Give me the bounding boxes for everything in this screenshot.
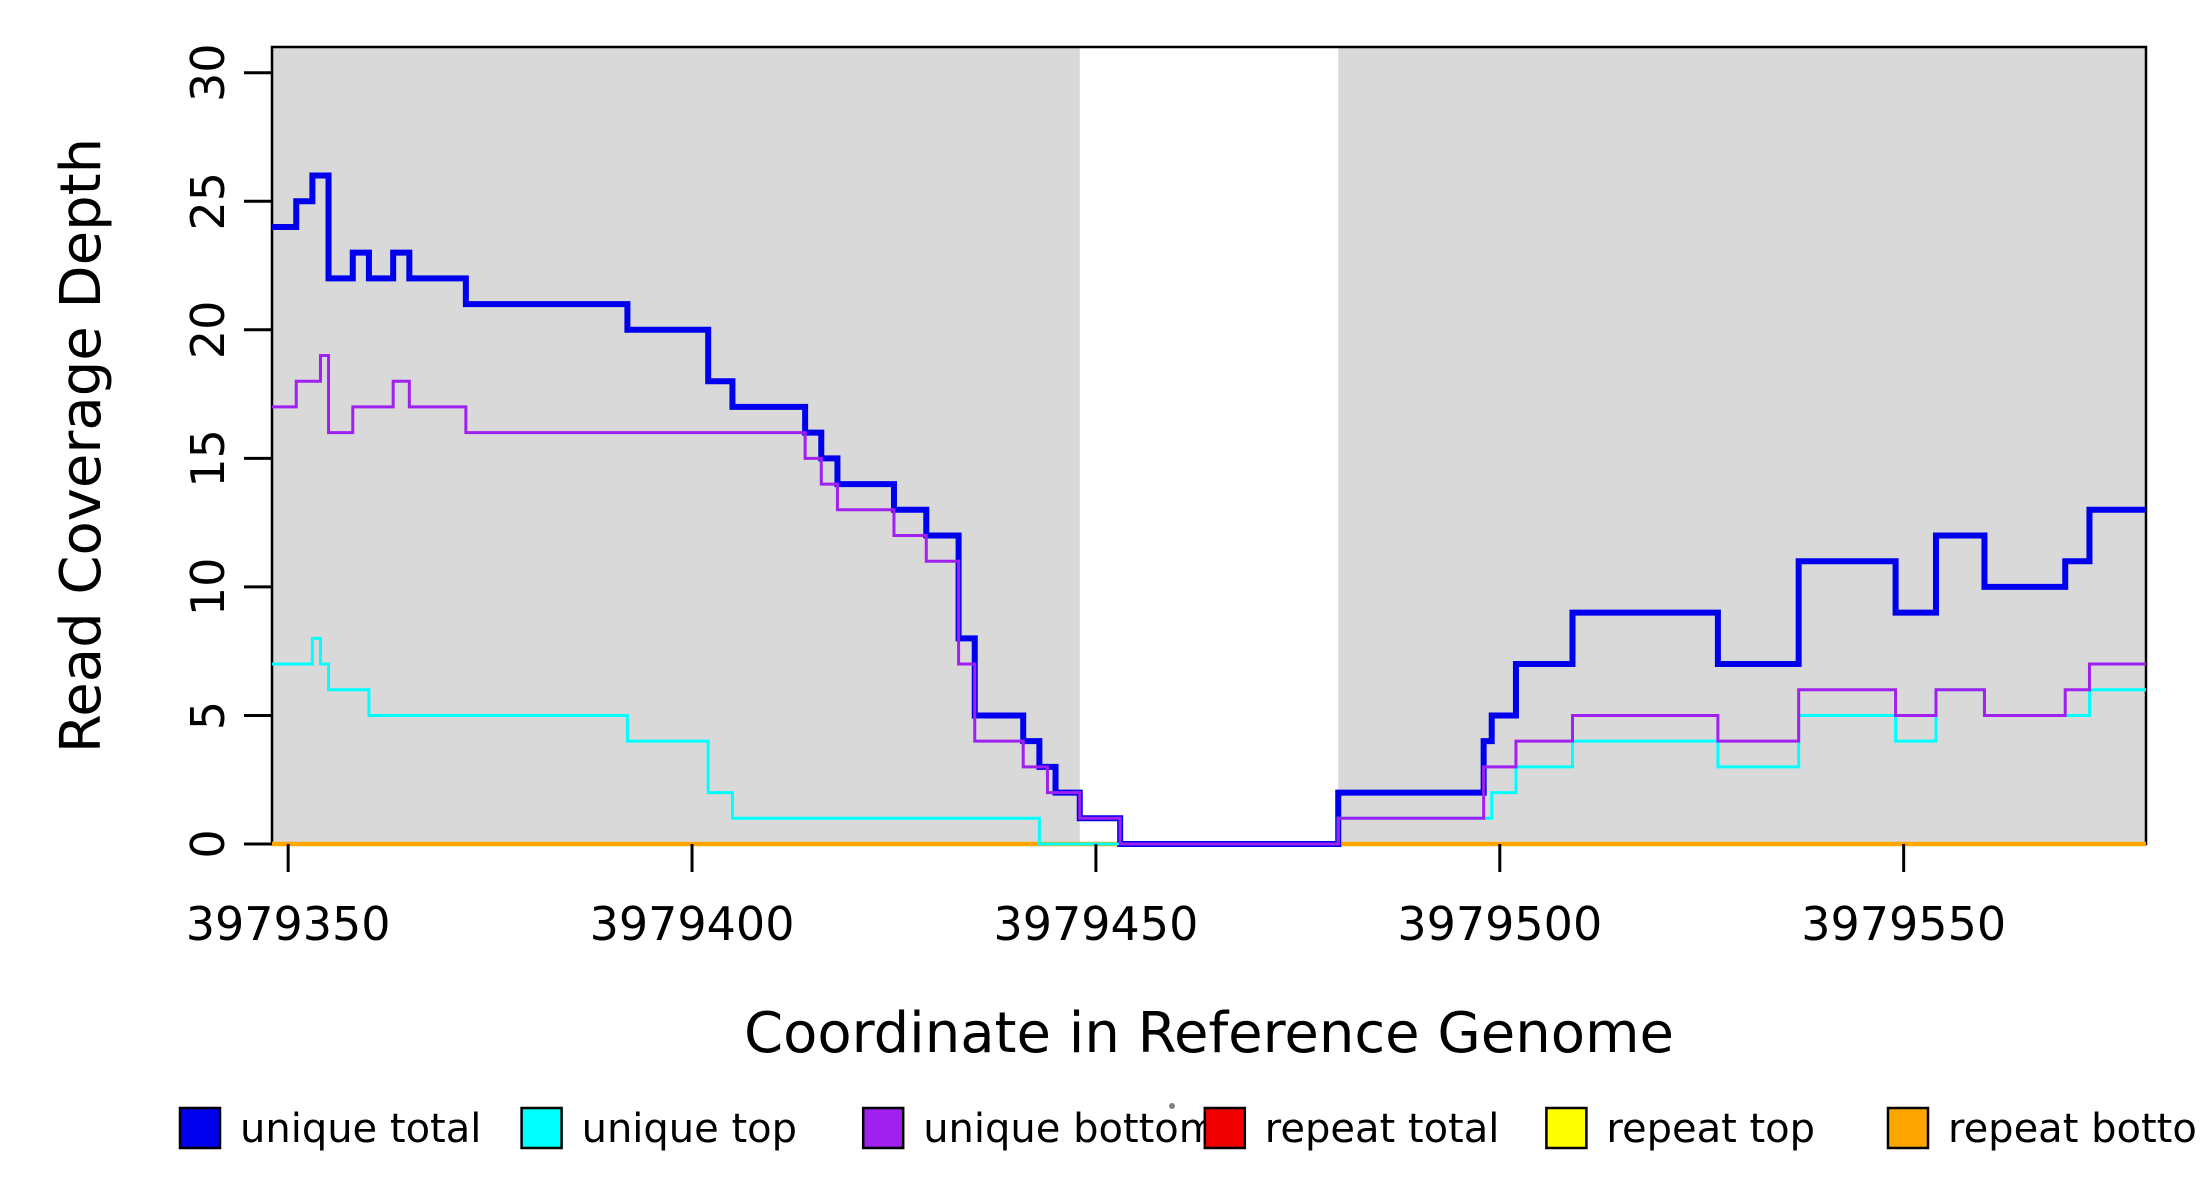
- legend-swatch-repeat-top: [1545, 1106, 1588, 1150]
- y-axis-tick-label: 15: [181, 429, 235, 488]
- legend-label: unique total: [240, 1106, 481, 1152]
- legend-swatch-unique-top: [520, 1106, 563, 1150]
- legend-label: unique top: [582, 1106, 797, 1152]
- legend-label: repeat top: [1606, 1106, 1815, 1152]
- legend-label: unique bottom: [923, 1106, 1218, 1152]
- legend-label: repeat bottom: [1948, 1106, 2200, 1152]
- x-axis-title: Coordinate in Reference Genome: [744, 1001, 1674, 1066]
- y-axis-title: Read Coverage Depth: [49, 138, 114, 753]
- x-axis-tick-label: 3979400: [590, 897, 795, 951]
- x-axis-tick-label: 3979450: [993, 897, 1198, 951]
- x-axis-tick-label: 3979550: [1801, 897, 2006, 951]
- y-axis-tick-label: 25: [181, 172, 235, 231]
- legend-swatch-unique-total: [178, 1106, 222, 1150]
- shaded-region: [272, 47, 1080, 844]
- legend-swatch-repeat-total: [1203, 1106, 1247, 1150]
- y-axis-tick-label: 5: [181, 701, 235, 730]
- series-line-unique-bottom: [272, 354, 2146, 846]
- legend-swatch-repeat-bottom: [1886, 1106, 1930, 1150]
- y-axis-tick-label: 20: [181, 301, 235, 360]
- x-axis-tick-label: 3979350: [186, 897, 391, 951]
- legend-label: repeat total: [1265, 1106, 1500, 1152]
- shaded-region: [1338, 47, 2146, 844]
- x-axis-tick-label: 3979500: [1397, 897, 1602, 951]
- y-axis-tick-label: 0: [181, 829, 235, 858]
- legend-stray-dot: [1169, 1103, 1175, 1109]
- y-axis-tick-label: 10: [181, 558, 235, 617]
- legend-swatch-unique-bottom: [861, 1106, 905, 1150]
- y-axis-tick-label: 30: [181, 43, 235, 102]
